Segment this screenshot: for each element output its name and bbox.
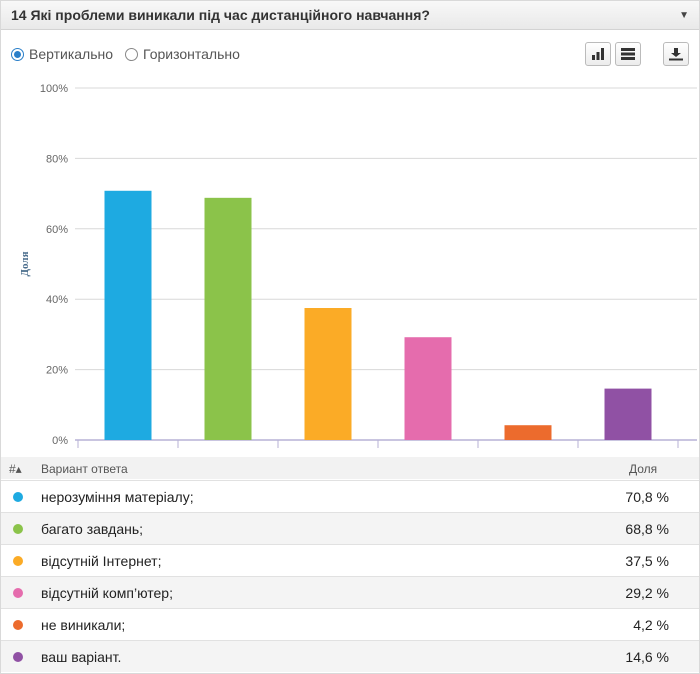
answer-label: відсутній комп’ютер; [41,585,173,601]
question-header[interactable]: 14 Які проблеми виникали під час дистанц… [1,1,699,30]
table-row: багато завдань; 68,8 % [1,512,699,544]
bar [604,388,652,440]
answer-label: не виникали; [41,617,126,633]
bar [104,190,152,440]
chart-area: 0% 20% 40% 60% 80% 100% Доля [1,77,699,455]
download-icon [669,48,683,61]
chart-tools [585,42,689,66]
y-tick-label: 100% [40,83,68,95]
color-marker-icon [13,492,23,502]
color-marker-icon [13,652,23,662]
share-value: 68,8 % [625,521,669,537]
chevron-down-icon[interactable]: ▼ [679,9,689,21]
table-row: ваш варіант. 14,6 % [1,640,699,672]
answer-label: багато завдань; [41,521,144,537]
column-answer-header[interactable]: Вариант ответа [41,462,128,476]
answer-label: відсутній Інтернет; [41,553,162,569]
y-tick-label: 0% [52,435,68,447]
table-view-button[interactable] [615,42,641,66]
bar [204,197,252,440]
share-value: 29,2 % [625,585,669,601]
color-marker-icon [13,556,23,566]
bar [304,308,352,440]
results-table: нерозуміння матеріалу; 70,8 % багато зав… [1,480,699,672]
y-tick-label: 60% [46,224,68,236]
horizontal-radio[interactable]: Горизонтально [125,46,240,62]
answer-label: нерозуміння матеріалу; [41,489,194,505]
column-share-header[interactable]: Доля [629,462,658,476]
answer-label: ваш варіант. [41,649,122,665]
table-row: відсутній Інтернет; 37,5 % [1,544,699,576]
color-marker-icon [13,620,23,630]
question-title: 14 Які проблеми виникали під час дистанц… [11,7,430,23]
bar [404,337,452,440]
share-value: 4,2 % [633,617,669,633]
download-button[interactable] [663,42,689,66]
y-tick-label: 80% [46,153,68,165]
bar-chart: 0% 20% 40% 60% 80% 100% Доля [19,83,697,448]
table-row: відсутній комп’ютер; 29,2 % [1,576,699,608]
share-value: 37,5 % [625,553,669,569]
table-icon [621,48,635,60]
table-row: не виникали; 4,2 % [1,608,699,640]
bar-chart-icon [592,48,604,60]
table-row: нерозуміння матеріалу; 70,8 % [1,480,699,512]
color-marker-icon [13,588,23,598]
table-header: #▴ Вариант ответа Доля [1,457,699,479]
y-axis-title: Доля [19,251,31,276]
share-value: 70,8 % [625,489,669,505]
column-number-header[interactable]: #▴ [9,462,22,476]
bar-chart-button[interactable] [585,42,611,66]
share-value: 14,6 % [625,649,669,665]
vertical-radio[interactable]: Вертикально [11,46,113,62]
orientation-radio-group: Вертикально Горизонтально [11,46,246,62]
bar [504,425,552,440]
radio-dot-icon [11,47,24,61]
horizontal-radio-label: Горизонтально [143,46,240,62]
color-marker-icon [13,524,23,534]
radio-dot-icon [125,47,139,61]
vertical-radio-label: Вертикально [29,46,114,62]
chart-controls: Вертикально Горизонтально [11,39,689,69]
y-tick-label: 20% [46,365,68,377]
y-tick-label: 40% [46,294,68,306]
